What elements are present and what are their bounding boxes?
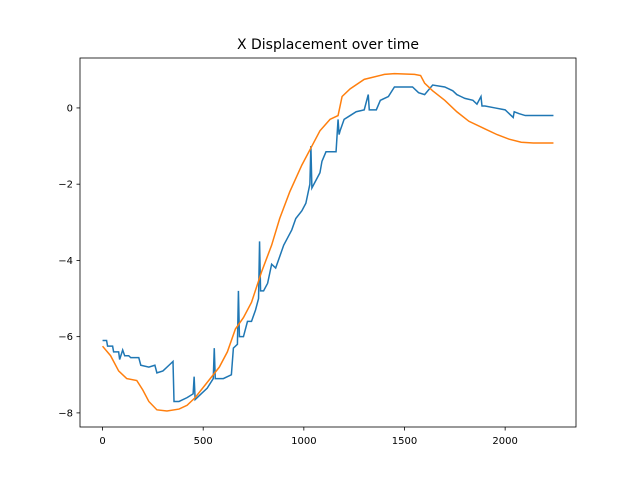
data-line [101, 72, 554, 412]
y-tick-label: −6 [58, 332, 73, 343]
y-tick-label: 0 [67, 103, 73, 114]
y-tick-label: −2 [58, 180, 73, 191]
x-tick-label: 1500 [392, 436, 417, 447]
chart-title: X Displacement over time [237, 37, 419, 53]
x-tick-label: 1000 [291, 436, 316, 447]
data-line [102, 84, 554, 403]
x-tick-label: 2000 [492, 436, 517, 447]
plot-frame [79, 57, 577, 428]
x-tick-label: 0 [99, 436, 105, 447]
y-tick-label: −4 [58, 256, 73, 267]
y-tick-label: −8 [58, 408, 73, 419]
x-tick-label: 500 [194, 436, 213, 447]
